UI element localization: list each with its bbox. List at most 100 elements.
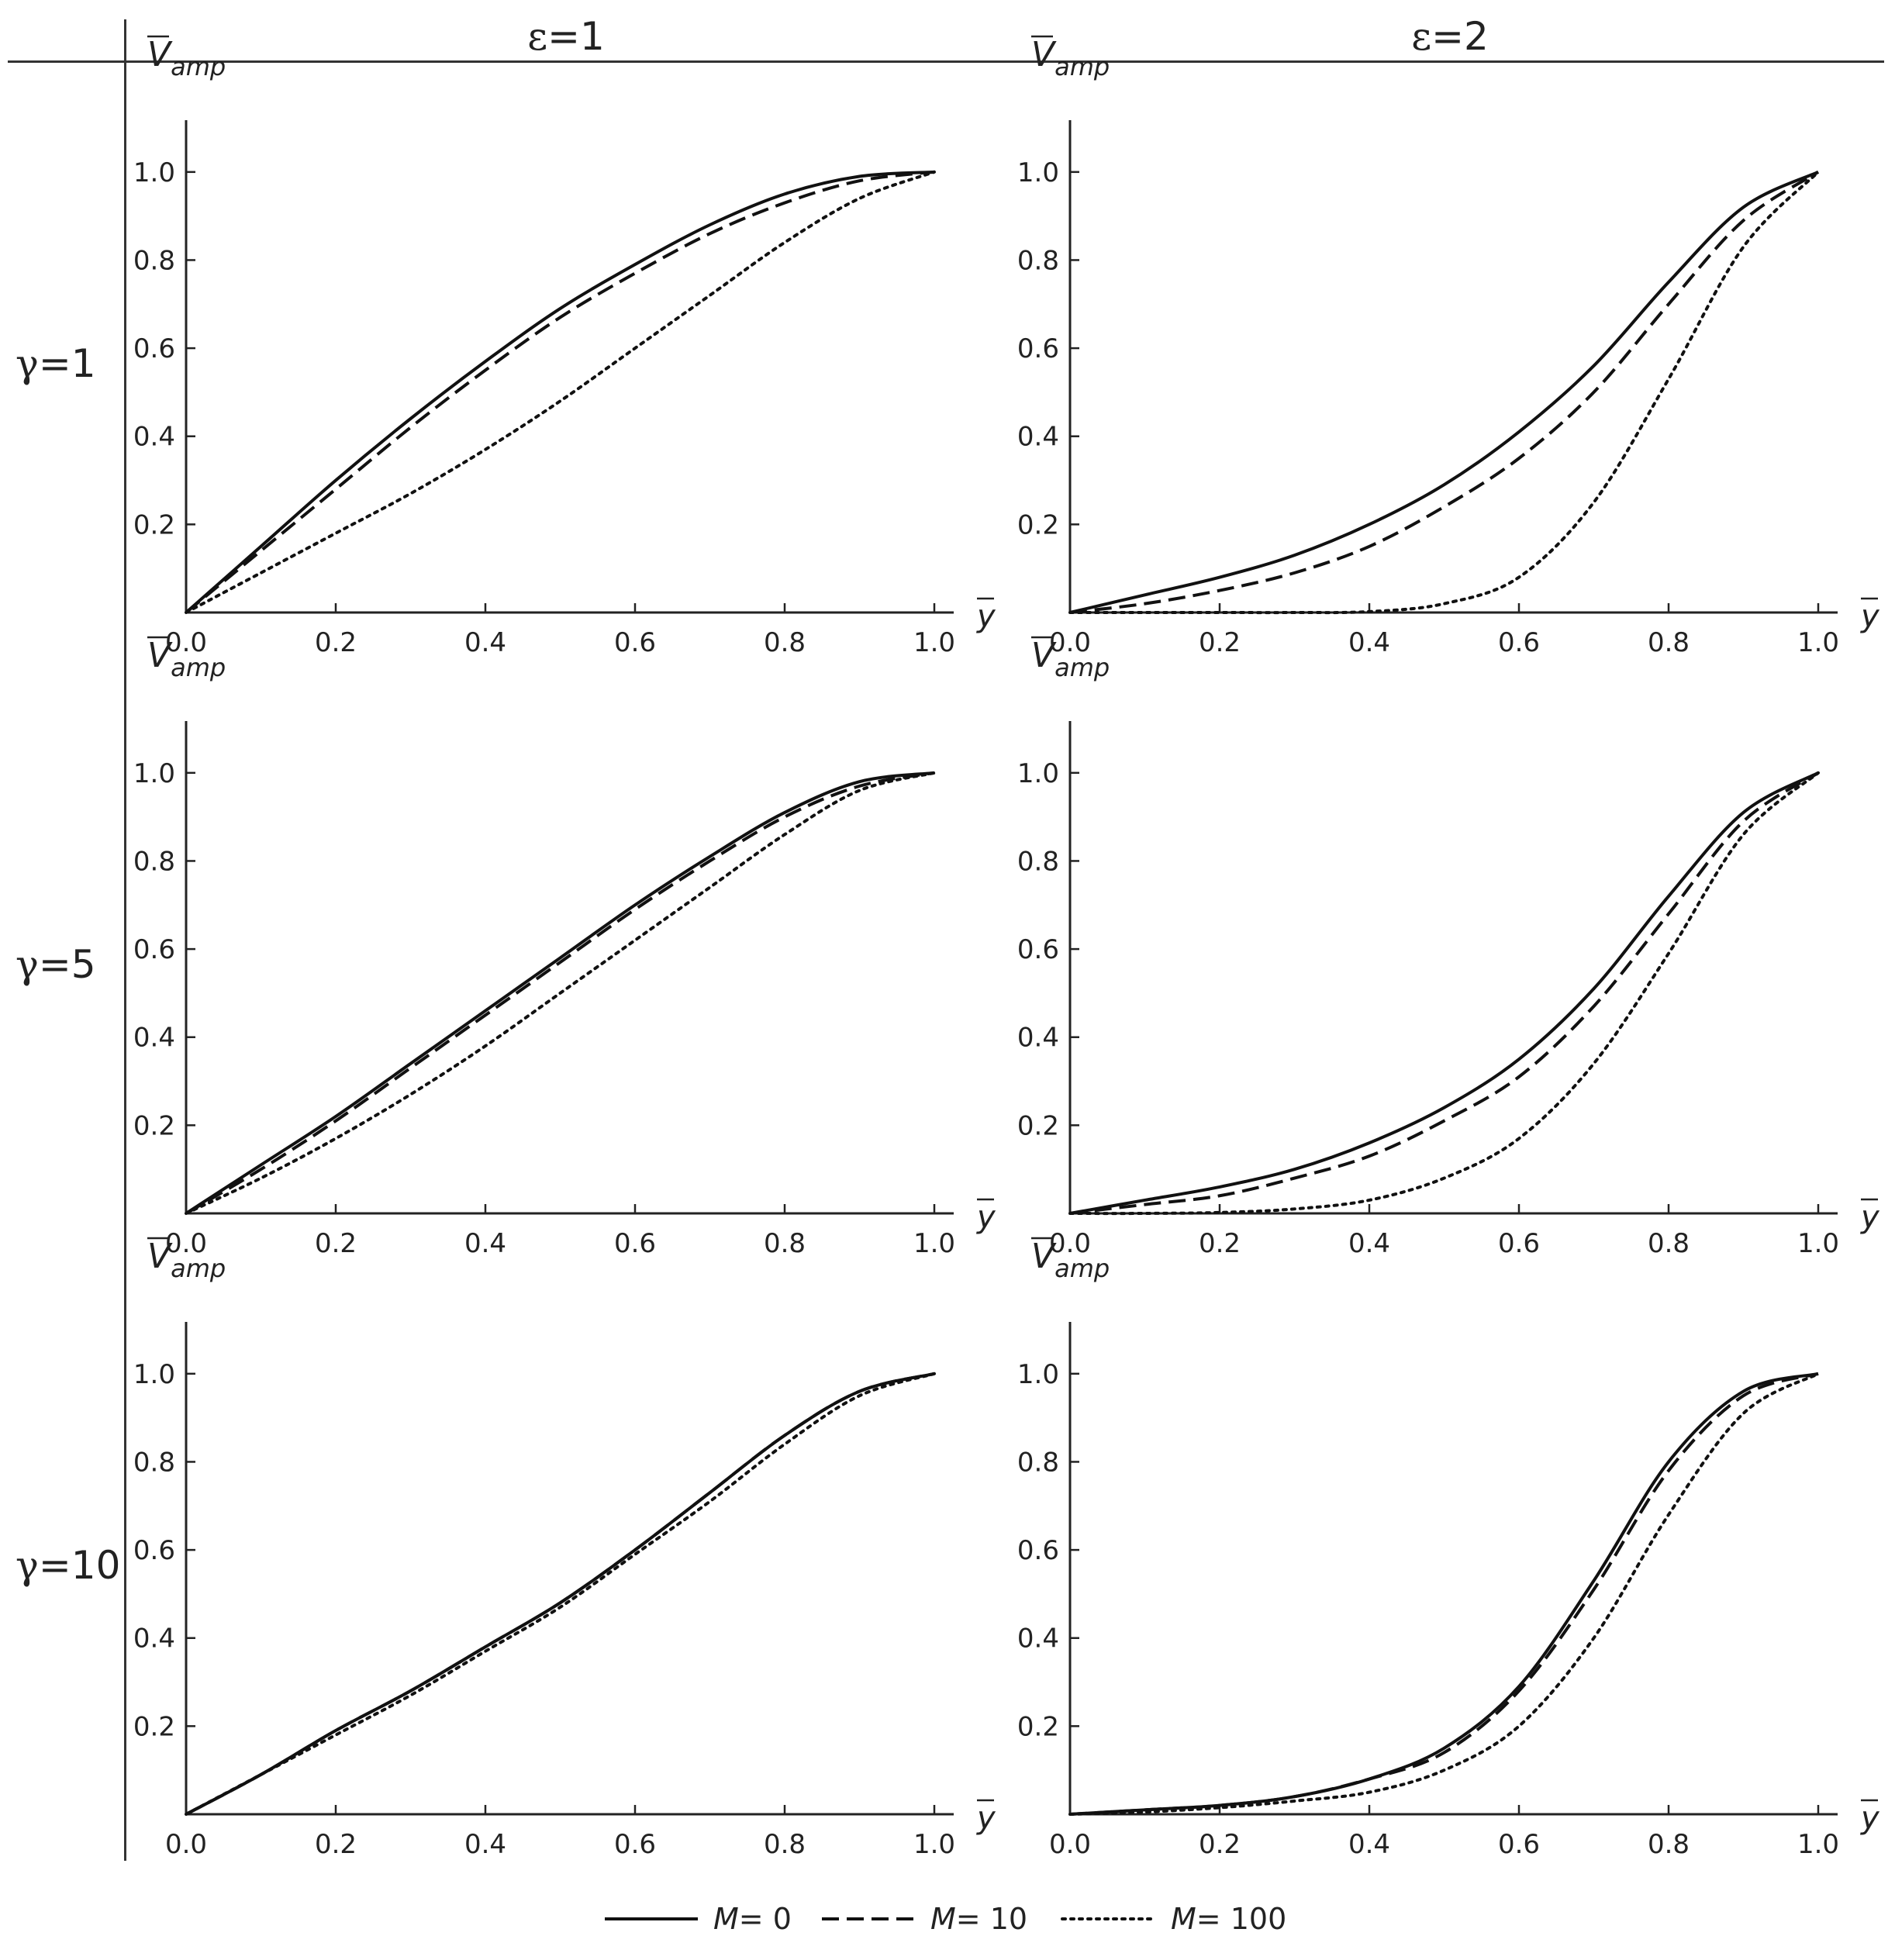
series-line-solid [1069, 1372, 1819, 1816]
y-axis-label: Vamp [147, 636, 226, 682]
series-line-solid [185, 170, 935, 614]
x-tick-label: 0.8 [1648, 1829, 1690, 1860]
y-axis-label-sub: amp [1055, 52, 1110, 81]
x-tick-label: 1.0 [913, 1829, 955, 1860]
legend-label-var: M [713, 1902, 739, 1936]
y-axis-label: Vamp [147, 1237, 226, 1283]
y-axis-label-sub: amp [171, 653, 226, 682]
y-axis-label-main: V [1031, 35, 1057, 74]
row-header-gamma-10: γ=10 [16, 1543, 121, 1588]
y-tick-label: 1.0 [1017, 758, 1059, 789]
y-tick-label: 0.2 [1017, 1110, 1059, 1141]
series-line-dotted [185, 170, 936, 614]
panel-1-2: 0.0 0.2 0.4 0.6 0.8 1.0 0.2 0.4 0.6 0.8 1.0 Vamp y [1017, 35, 1880, 658]
row-symbol: γ [16, 341, 39, 386]
header-divider [8, 60, 1884, 63]
y-tick-label: 0.6 [1017, 1535, 1059, 1566]
x-tick-label: 0.2 [1199, 627, 1241, 658]
row-value: 10 [71, 1543, 121, 1588]
x-tick-label: 0.0 [1049, 1228, 1091, 1259]
x-tick-label: 0.2 [1199, 1829, 1241, 1860]
y-tick-label: 0.8 [1017, 245, 1059, 276]
y-tick-label: 0.6 [1017, 333, 1059, 364]
chart-grid: 0.0 0.2 0.4 0.6 0.8 1.0 0.2 0.4 0.6 0.8 1.0 Vamp y 0.… [133, 35, 1880, 1860]
panel-2-2: 0.0 0.2 0.4 0.6 0.8 1.0 0.2 0.4 0.6 0.8 1.0 Vamp y [1017, 636, 1880, 1259]
y-tick-label: 0.4 [133, 1023, 175, 1054]
legend-label: M= 10 [930, 1902, 1027, 1936]
y-tick-label: 1.0 [133, 758, 175, 789]
series-line-dashed [1069, 1372, 1819, 1816]
y-axis-label-main: V [1031, 1237, 1057, 1276]
x-tick-label: 0.0 [165, 1829, 207, 1860]
panel-3-2: 0.0 0.2 0.4 0.6 0.8 1.0 0.2 0.4 0.6 0.8 1.0 Vamp y [1017, 1237, 1880, 1860]
x-axis-label: y [1860, 1800, 1880, 1836]
x-tick-label: 0.2 [315, 627, 357, 658]
legend-label-value: = 10 [956, 1902, 1027, 1936]
legend: M= 0 M= 10 M= 100 [605, 1902, 1286, 1936]
x-tick-label: 0.4 [1348, 1829, 1390, 1860]
panel-1-1: 0.0 0.2 0.4 0.6 0.8 1.0 0.2 0.4 0.6 0.8 1.0 Vamp y [133, 35, 996, 658]
series-line-dotted [1068, 771, 1820, 1216]
x-tick-label: 0.8 [764, 627, 806, 658]
series-line-dashed [185, 170, 935, 614]
x-tick-label: 0.2 [1199, 1228, 1241, 1259]
y-tick-label: 0.4 [133, 1624, 175, 1655]
series-line-solid [185, 771, 935, 1215]
x-tick-label: 0.0 [165, 1228, 207, 1259]
x-axis-label: y [1860, 1199, 1880, 1235]
row-header-gamma-1: γ=1 [16, 341, 96, 386]
x-tick-label: 0.8 [764, 1228, 806, 1259]
x-axis-label: y [976, 1800, 996, 1836]
x-tick-label: 0.6 [1498, 627, 1540, 658]
y-tick-label: 0.2 [1017, 1711, 1059, 1742]
y-tick-label: 1.0 [1017, 1359, 1059, 1390]
y-tick-label: 0.6 [133, 1535, 175, 1566]
x-tick-label: 1.0 [1797, 627, 1839, 658]
panel-2-1: 0.0 0.2 0.4 0.6 0.8 1.0 0.2 0.4 0.6 0.8 1.0 Vamp y [133, 636, 996, 1259]
y-tick-label: 0.8 [1017, 846, 1059, 877]
y-axis-label-main: V [1031, 636, 1057, 675]
y-axis-label-sub: amp [171, 1254, 226, 1283]
column-header-eps-2: ε=2 [1411, 14, 1489, 59]
legend-label: M= 0 [713, 1902, 792, 1936]
series-line-dashed [185, 1372, 935, 1816]
y-tick-label: 0.8 [1017, 1447, 1059, 1478]
series-line-solid [1069, 171, 1819, 614]
x-tick-label: 0.0 [165, 627, 207, 658]
legend-label: M= 100 [1171, 1902, 1286, 1936]
x-tick-label: 0.8 [1648, 627, 1690, 658]
x-tick-label: 1.0 [913, 627, 955, 658]
y-tick-label: 0.8 [133, 245, 175, 276]
y-axis-label: Vamp [147, 35, 226, 81]
row-header-gamma-5: γ=5 [16, 942, 96, 987]
panel-3-1: 0.0 0.2 0.4 0.6 0.8 1.0 0.2 0.4 0.6 0.8 1.0 Vamp y [133, 1237, 996, 1860]
series-line-dotted [185, 771, 936, 1215]
y-tick-label: 0.2 [1017, 509, 1059, 540]
x-tick-label: 1.0 [1797, 1829, 1839, 1860]
y-tick-label: 1.0 [1017, 157, 1059, 188]
x-tick-label: 0.0 [1049, 1829, 1091, 1860]
y-axis-label-main: V [147, 1237, 173, 1276]
y-tick-label: 0.4 [1017, 1023, 1059, 1054]
legend-label-value: = 0 [739, 1902, 792, 1936]
row-value: 1 [71, 341, 96, 386]
y-axis-label-main: V [147, 35, 173, 74]
column-header-eps-1: ε=1 [527, 14, 605, 59]
y-tick-label: 0.6 [133, 934, 175, 965]
x-tick-label: 0.2 [315, 1228, 357, 1259]
series-line-dotted [1068, 170, 1820, 615]
x-tick-label: 0.4 [464, 1228, 506, 1259]
x-tick-label: 0.6 [1498, 1829, 1540, 1860]
x-tick-label: 0.4 [464, 627, 506, 658]
series-line-dotted [1068, 1372, 1820, 1816]
y-tick-label: 0.4 [133, 422, 175, 453]
y-tick-label: 1.0 [133, 1359, 175, 1390]
x-tick-label: 0.4 [464, 1829, 506, 1860]
x-tick-label: 0.4 [1348, 627, 1390, 658]
y-tick-label: 0.8 [133, 846, 175, 877]
column-value: 2 [1464, 14, 1489, 59]
series-line-dashed [1069, 171, 1820, 614]
x-tick-label: 0.4 [1348, 1228, 1390, 1259]
y-tick-label: 0.2 [133, 1711, 175, 1742]
series-line-dashed [1069, 771, 1820, 1215]
